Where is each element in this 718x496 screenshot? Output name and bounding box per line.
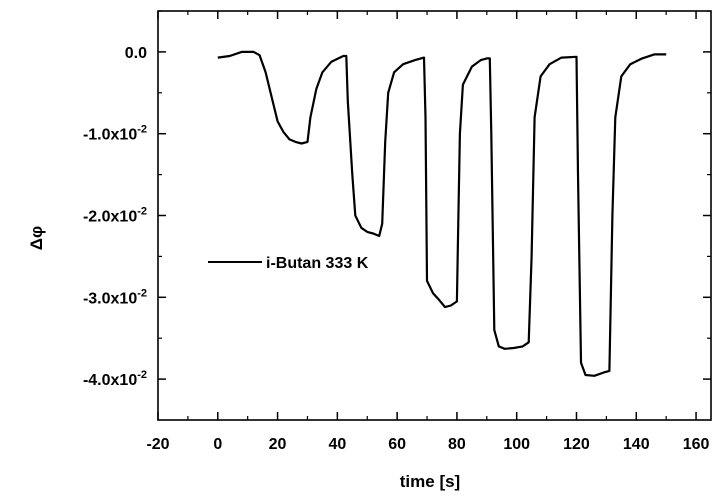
y-tick-base: -1.0x10 (83, 127, 137, 144)
x-ticks: -20 0 20 40 60 80 100 120 140 160 (146, 11, 709, 453)
y-tick-label: -2.0x10-2 (83, 206, 147, 226)
x-tick-label: 0 (213, 436, 222, 453)
y-tick-base: -3.0x10 (83, 290, 137, 307)
y-tick-label: 0.0 (125, 45, 147, 62)
y-tick-exponent: -2 (137, 287, 147, 299)
y-tick-exponent: -2 (137, 206, 147, 218)
x-tick-label: -20 (146, 436, 169, 453)
y-tick-base: -4.0x10 (83, 372, 137, 389)
y-tick-label: -4.0x10-2 (83, 369, 147, 389)
x-tick-label: 60 (388, 436, 406, 453)
plot-frame (157, 10, 712, 421)
y-tick-base: -2.0x10 (83, 209, 137, 226)
x-tick-label: 120 (563, 436, 590, 453)
y-tick-exponent: -2 (137, 369, 147, 381)
y-tick-label: -1.0x10-2 (83, 124, 147, 144)
x-axis-title: time [s] (400, 472, 460, 491)
legend-label: i-Butan 333 K (266, 255, 369, 272)
legend: i-Butan 333 K (208, 255, 369, 272)
x-tick-label: 100 (503, 436, 530, 453)
y-axis-title: Δφ (27, 226, 46, 250)
x-tick-label: 20 (269, 436, 287, 453)
y-tick-base: 0.0 (125, 45, 147, 62)
series (217, 50, 667, 377)
y-tick-exponent: -2 (137, 124, 147, 136)
x-tick-label: 140 (623, 436, 650, 453)
x-tick-label: 160 (683, 436, 710, 453)
series-line (217, 50, 667, 377)
x-tick-label: 40 (328, 436, 346, 453)
y-ticks: 0.0-1.0x10-2-2.0x10-2-3.0x10-2-4.0x10-2 (83, 10, 711, 389)
x-tick-label: 80 (448, 436, 466, 453)
y-tick-label: -3.0x10-2 (83, 287, 147, 307)
